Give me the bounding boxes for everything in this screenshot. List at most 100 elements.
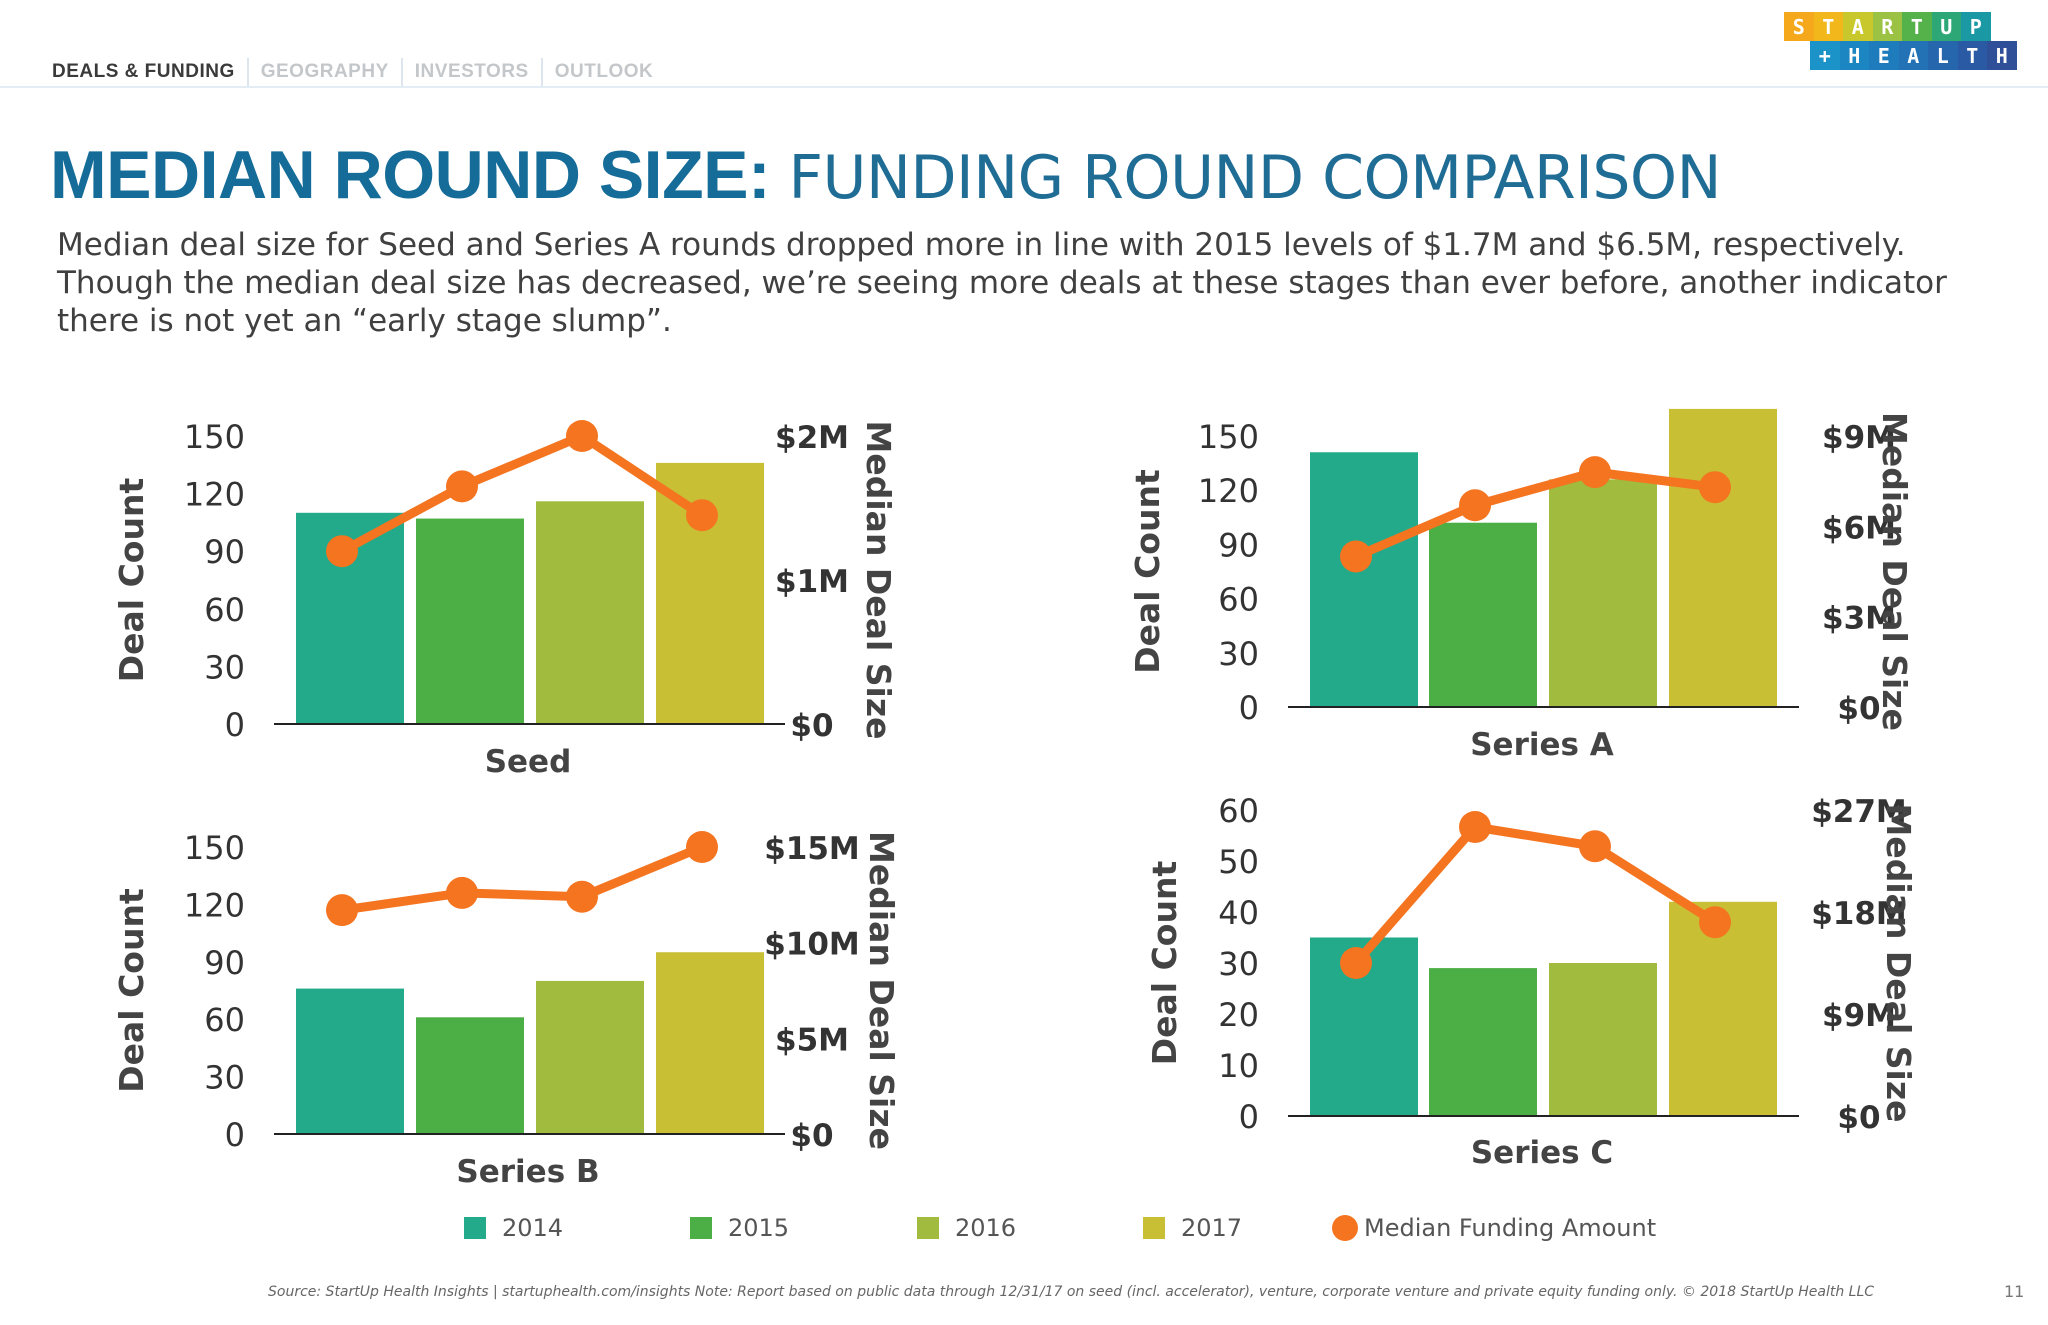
y2-tick-label: $15M [764,831,860,867]
tab-outlook[interactable]: OUTLOOK [540,58,666,86]
y2-tick-label: $0 [1837,691,1880,727]
y-tick-label: 120 [1198,472,1259,510]
y2-axis-title: Median Deal Size [1875,412,1914,731]
logo-letter: + [1810,41,1840,70]
bar-2014 [1310,452,1418,707]
logo-letter: H [1987,41,2017,70]
y-tick-label: 30 [1218,635,1259,673]
chart-title: Series C [1471,1135,1613,1171]
y-tick-label: 90 [204,533,245,571]
bar-2016 [536,980,644,1134]
legend-item-2016: 2016 [917,1214,1016,1242]
y2-tick-label: $18M [1811,896,1907,932]
median-funding-point-2017 [686,831,718,863]
y-tick-label: 40 [1218,894,1259,932]
y2-tick-label: $0 [790,1118,833,1154]
y2-tick-label: $5M [775,1022,849,1058]
source-footnote: Source: StartUp Health Insights | startu… [268,1284,1875,1300]
logo-letter: T [1902,12,1932,41]
bar-2017 [1669,408,1777,707]
median-funding-line [341,842,704,915]
chart-legend: 2014 2015 2016 2017 Median Funding Amoun… [0,1214,2048,1250]
legend-item-2014: 2014 [464,1214,563,1242]
logo-letter: S [1784,12,1814,41]
y-tick-label: 150 [184,829,245,867]
chart-series-b: 0 30 60 90 120 150 $0 $5M $10M $15M Deal Count Medi… [112,829,901,1190]
bar-2014 [296,988,404,1134]
y2-tick-label: $27M [1811,794,1907,830]
median-funding-point-2017 [1699,471,1731,504]
logo-letter: R [1872,12,1902,41]
bar-2015 [416,1017,524,1134]
chart-title: Seed [485,744,572,780]
y-axis-title: Deal Count [1145,861,1184,1066]
median-funding-point-2016 [1579,830,1611,863]
logo-letter: A [1843,12,1873,41]
y2-tick-label: $6M [1822,510,1896,546]
y2-tick-label: $10M [764,927,860,963]
y2-axis-title: Median Deal Size [862,831,901,1150]
median-funding-point-2014 [1340,947,1372,979]
median-funding-point-2016 [566,880,598,913]
median-funding-point-2015 [1459,811,1491,843]
tab-deals-funding[interactable]: DEALS & FUNDING [52,61,235,82]
logo-letter: H [1839,41,1869,70]
median-funding-point-2016 [566,420,598,452]
y-tick-label: 30 [204,1059,245,1097]
median-funding-point-2015 [446,876,478,909]
logo-bottom-row: + H E A L T H [1810,41,2020,70]
logo-letter: T [1813,12,1843,41]
y2-tick-label: $9M [1822,420,1896,456]
tab-geography[interactable]: GEOGRAPHY [246,58,401,86]
legend-swatch-2016 [917,1217,939,1239]
legend-swatch-2014 [464,1217,486,1239]
bar-2016 [1549,963,1657,1116]
bar-2017 [1669,901,1777,1116]
legend-dot-median-funding [1332,1215,1358,1241]
y2-tick-label: $0 [790,708,833,744]
y-tick-label: 30 [204,648,245,686]
y2-tick-label: $3M [1822,601,1896,637]
bar-2015 [416,518,524,724]
y2-axis-title: Median Deal Size [1879,804,1918,1123]
y-tick-label: 50 [1218,843,1259,881]
y-tick-label: 10 [1218,1047,1259,1085]
legend-label-2016: 2016 [955,1214,1017,1242]
median-funding-point-2017 [686,499,718,532]
legend-label-2017: 2017 [1181,1214,1243,1242]
median-funding-line [1354,467,1716,561]
chart-series-a: 0 30 60 90 120 150 $0 $3M $6M $9M Deal Count Median… [1128,408,1914,763]
bar-2016 [1549,479,1657,707]
y-axis-title: Deal Count [112,478,151,683]
y-tick-label: 30 [1218,945,1259,983]
page-title-bold: MEDIAN ROUND SIZE: [50,137,771,213]
y2-tick-label: $9M [1822,998,1896,1034]
y-tick-label: 0 [1239,1098,1259,1136]
logo-top-row: S T A R T U P [1784,12,2020,41]
legend-label-median-funding: Median Funding Amount [1364,1214,1657,1242]
logo-letter: L [1928,41,1958,70]
legend-swatch-2017 [1143,1217,1165,1239]
bar-2017 [656,952,764,1134]
median-funding-line [339,431,705,556]
y2-tick-label: $2M [775,420,849,456]
median-funding-point-2014 [1340,540,1372,573]
logo-letter: P [1961,12,1991,41]
legend-item-2017: 2017 [1143,1214,1242,1242]
tab-investors[interactable]: INVESTORS [400,58,541,86]
legend-item-median-funding: Median Funding Amount [1332,1214,1656,1242]
y-tick-label: 60 [204,1001,245,1039]
y-tick-label: 0 [1239,689,1259,727]
y-tick-label: 120 [184,476,245,514]
logo-letter: A [1898,41,1928,70]
legend-label-2014: 2014 [502,1214,564,1242]
y-tick-label: 90 [204,944,245,982]
chart-title: Series B [456,1154,599,1190]
median-funding-point-2014 [326,894,358,927]
y-axis-title: Deal Count [1128,469,1167,674]
page-title: MEDIAN ROUND SIZE: FUNDING ROUND COMPARI… [50,135,1722,218]
y-tick-label: 150 [1198,418,1259,456]
y-tick-label: 0 [225,706,245,744]
median-funding-point-2014 [326,535,358,568]
median-funding-point-2015 [1459,489,1491,522]
